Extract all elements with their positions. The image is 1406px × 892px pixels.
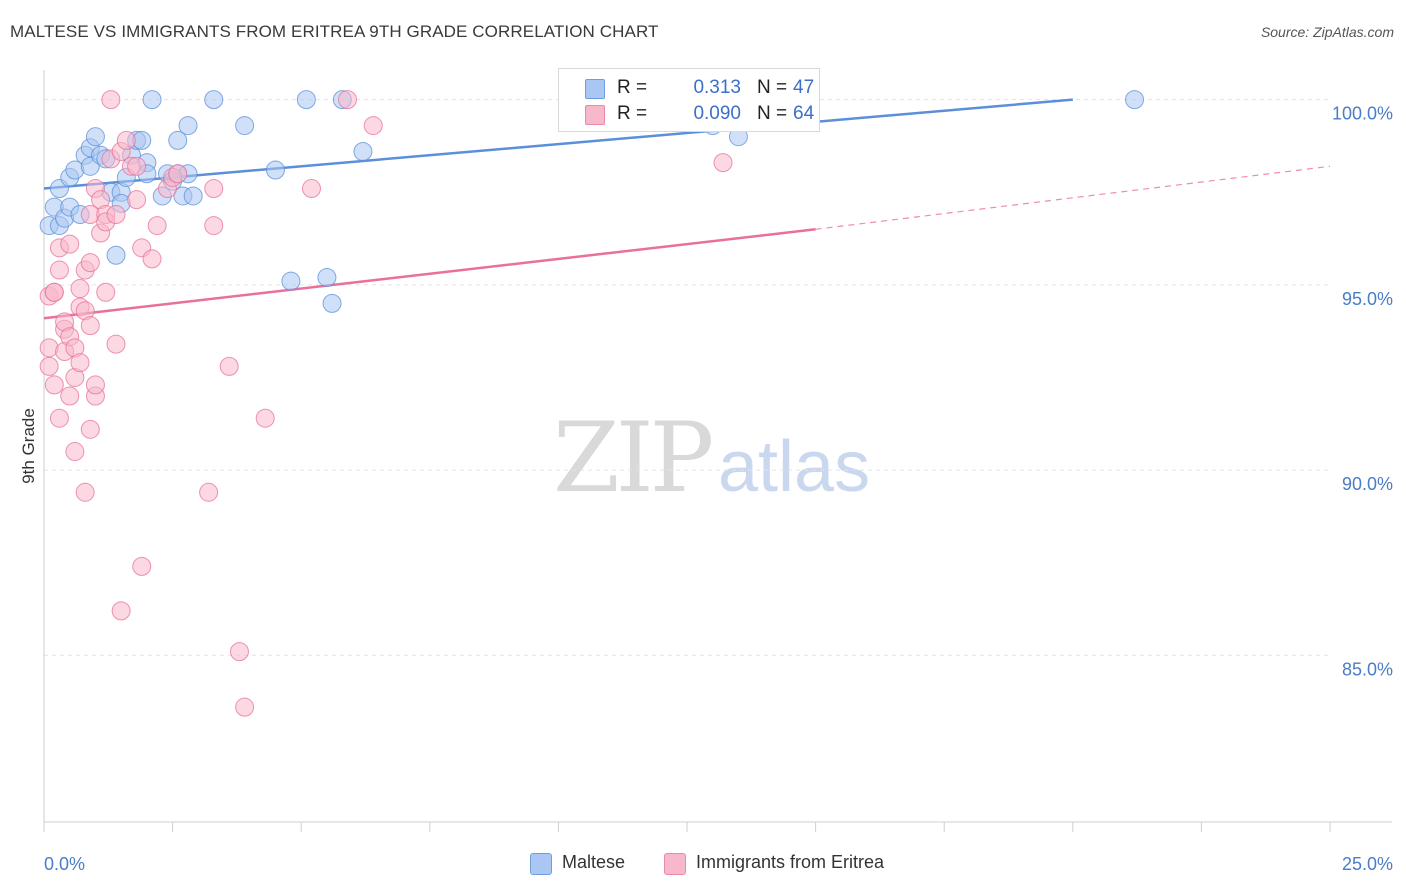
data-points: [39, 90, 1145, 717]
eritrea-point: [44, 282, 64, 302]
maltese-point: [204, 90, 224, 110]
x-tick-label-max: 25.0%: [1342, 854, 1393, 874]
eritrea-point: [80, 316, 100, 336]
legend-r-label: R =: [617, 103, 648, 124]
eritrea-point: [363, 116, 383, 136]
maltese-point: [317, 267, 337, 287]
correlation-legend: R = 0.313 N = 47 R = 0.090 N = 64: [558, 68, 820, 132]
eritrea-point: [229, 642, 249, 662]
series-swatch-maltese: [530, 853, 552, 875]
grid-lines: [44, 99, 1330, 656]
eritrea-point: [301, 179, 321, 199]
eritrea-point: [337, 90, 357, 110]
legend-n-value: 64: [793, 103, 815, 124]
maltese-point: [322, 293, 342, 313]
tick-labels: 85.0% 90.0% 95.0% 100.0% 0.0% 25.0% 9th Grade: [19, 104, 1393, 874]
legend-n-value: 47: [793, 77, 815, 98]
eritrea-point: [80, 253, 100, 273]
eritrea-point: [713, 153, 733, 173]
eritrea-point: [199, 482, 219, 502]
eritrea-trend-line: [43, 228, 816, 320]
watermark-zip: ZIP: [553, 402, 714, 514]
legend-swatch-maltese: [585, 79, 605, 99]
eritrea-point: [60, 386, 80, 406]
maltese-point: [1125, 90, 1145, 110]
eritrea-point: [147, 216, 167, 236]
axes: [43, 70, 1392, 832]
maltese-point: [85, 127, 105, 147]
eritrea-point: [49, 260, 69, 280]
eritrea-point: [39, 356, 59, 376]
eritrea-point: [96, 282, 116, 302]
maltese-point: [106, 245, 126, 265]
series-label-maltese: Maltese: [562, 852, 626, 872]
x-tick-label-min: 0.0%: [44, 854, 85, 874]
series-label-eritrea: Immigrants from Eritrea: [696, 852, 885, 872]
eritrea-point: [85, 375, 105, 395]
eritrea-point: [65, 442, 85, 462]
eritrea-point: [168, 164, 188, 184]
legend-n-label: N =: [757, 103, 788, 124]
eritrea-point: [101, 90, 121, 110]
eritrea-point: [70, 279, 90, 299]
y-tick-label: 85.0%: [1342, 659, 1393, 679]
eritrea-point: [80, 419, 100, 439]
watermark-atlas: atlas: [718, 427, 871, 507]
legend-r-value: 0.313: [693, 77, 741, 98]
maltese-point: [183, 186, 203, 206]
eritrea-point: [142, 249, 162, 269]
eritrea-point: [44, 375, 64, 395]
maltese-point: [142, 90, 162, 110]
legend-r-value: 0.090: [693, 103, 741, 124]
eritrea-point: [111, 601, 131, 621]
eritrea-point: [127, 156, 147, 176]
chart-title: MALTESE VS IMMIGRANTS FROM ERITREA 9TH G…: [10, 22, 659, 41]
y-axis-title: 9th Grade: [19, 408, 38, 484]
maltese-point: [353, 141, 373, 161]
eritrea-point: [127, 190, 147, 210]
series-swatch-eritrea: [664, 853, 686, 875]
eritrea-point: [132, 556, 152, 576]
maltese-point: [296, 90, 316, 110]
eritrea-point: [204, 179, 224, 199]
maltese-point: [265, 160, 285, 180]
eritrea-point: [49, 408, 69, 428]
eritrea-point: [75, 482, 95, 502]
legend-n-label: N =: [757, 77, 788, 98]
eritrea-point: [116, 130, 136, 150]
maltese-point: [168, 130, 188, 150]
eritrea-point: [106, 334, 126, 354]
eritrea-point: [70, 353, 90, 373]
eritrea-point: [219, 356, 239, 376]
maltese-trend-line: [43, 98, 1073, 190]
source-credit: Source: ZipAtlas.com: [1260, 24, 1394, 40]
legend-swatch-eritrea: [585, 105, 605, 125]
eritrea-point: [255, 408, 275, 428]
eritrea-point: [235, 697, 255, 717]
maltese-point: [281, 271, 301, 291]
eritrea-point: [60, 234, 80, 254]
eritrea-trend-extension: [815, 165, 1331, 230]
y-tick-label: 100.0%: [1332, 104, 1393, 124]
trend-lines: [43, 98, 1331, 320]
eritrea-point: [106, 204, 126, 224]
maltese-point: [235, 116, 255, 136]
y-tick-label: 90.0%: [1342, 474, 1393, 494]
y-tick-label: 95.0%: [1342, 289, 1393, 309]
eritrea-point: [204, 216, 224, 236]
legend-r-label: R =: [617, 77, 648, 98]
maltese-point: [178, 116, 198, 136]
